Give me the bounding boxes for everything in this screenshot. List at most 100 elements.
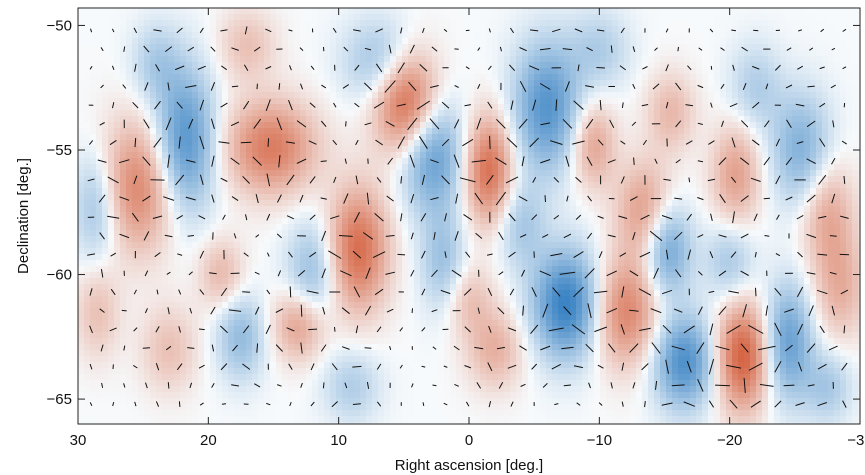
heatmap-cell <box>252 164 259 171</box>
heatmap-cell <box>462 38 469 45</box>
heatmap-cell <box>444 98 451 105</box>
heatmap-cell <box>618 134 625 141</box>
heatmap-cell <box>84 206 91 213</box>
heatmap-cell <box>804 206 811 213</box>
heatmap-cell <box>456 32 463 39</box>
heatmap-cell <box>276 8 283 15</box>
heatmap-cell <box>234 56 241 63</box>
heatmap-cell <box>198 116 205 123</box>
heatmap-cell <box>654 80 661 87</box>
heatmap-cell <box>666 200 673 207</box>
heatmap-cell <box>288 14 295 21</box>
heatmap-cell <box>474 212 481 219</box>
heatmap-cell <box>78 128 85 135</box>
heatmap-cell <box>588 158 595 165</box>
heatmap-cell <box>132 86 139 93</box>
heatmap-cell <box>822 200 829 207</box>
heatmap-cell <box>666 194 673 201</box>
heatmap-cell <box>624 212 631 219</box>
heatmap-cell <box>84 44 91 51</box>
heatmap-cell <box>228 200 235 207</box>
heatmap-cell <box>846 158 853 165</box>
heatmap-cell <box>78 158 85 165</box>
heatmap-cell <box>582 8 589 15</box>
heatmap-cell <box>744 20 751 27</box>
heatmap-cell <box>822 104 829 111</box>
heatmap-cell <box>762 110 769 117</box>
heatmap-cell <box>300 104 307 111</box>
heatmap-cell <box>414 122 421 129</box>
heatmap-cell <box>420 182 427 189</box>
heatmap-cell <box>414 134 421 141</box>
heatmap-cell <box>528 62 535 69</box>
heatmap-cell <box>624 104 631 111</box>
heatmap-cell <box>348 224 355 231</box>
heatmap-cell <box>804 14 811 21</box>
heatmap-cell <box>414 104 421 111</box>
heatmap-cell <box>834 152 841 159</box>
heatmap-cell <box>570 176 577 183</box>
heatmap-cell <box>660 176 667 183</box>
heatmap-cell <box>390 170 397 177</box>
heatmap-cell <box>150 122 157 129</box>
heatmap-cell <box>750 14 757 21</box>
heatmap-cell <box>738 170 745 177</box>
heatmap-cell <box>474 38 481 45</box>
heatmap-cell <box>444 56 451 63</box>
heatmap-cell <box>510 200 517 207</box>
heatmap-cell <box>462 104 469 111</box>
heatmap-cell <box>756 218 763 225</box>
heatmap-cell <box>840 32 847 39</box>
heatmap-cell <box>756 20 763 27</box>
heatmap-cell <box>492 164 499 171</box>
heatmap-cell <box>816 134 823 141</box>
heatmap-cell <box>858 206 860 213</box>
heatmap-cell <box>180 56 187 63</box>
heatmap-cell <box>750 152 757 159</box>
heatmap-cell <box>234 176 241 183</box>
heatmap-cell <box>198 212 205 219</box>
heatmap-cell <box>654 188 661 195</box>
heatmap-cell <box>492 176 499 183</box>
heatmap-cell <box>738 182 745 189</box>
heatmap-cell <box>636 74 643 81</box>
heatmap-cell <box>330 176 337 183</box>
heatmap-cell <box>798 224 805 231</box>
heatmap-cell <box>858 50 860 57</box>
heatmap-cell <box>558 134 565 141</box>
heatmap-cell <box>810 116 817 123</box>
heatmap-cell <box>702 8 709 15</box>
heatmap-cell <box>606 98 613 105</box>
heatmap-cell <box>360 158 367 165</box>
heatmap-cell <box>396 32 403 39</box>
heatmap-cell <box>666 92 673 99</box>
heatmap-cell <box>684 122 691 129</box>
heatmap-cell <box>810 176 817 183</box>
heatmap-cell <box>468 194 475 201</box>
heatmap-cell <box>114 224 121 231</box>
heatmap-cell <box>270 188 277 195</box>
heatmap-cell <box>756 14 763 21</box>
heatmap-cell <box>438 98 445 105</box>
heatmap-cell <box>114 56 121 63</box>
heatmap-cell <box>780 62 787 69</box>
heatmap-cell <box>468 122 475 129</box>
heatmap-cell <box>216 134 223 141</box>
heatmap-cell <box>792 128 799 135</box>
heatmap-cell <box>336 146 343 153</box>
heatmap-cell <box>648 68 655 75</box>
heatmap-cell <box>726 104 733 111</box>
heatmap-cell <box>168 158 175 165</box>
heatmap-cell <box>732 212 739 219</box>
heatmap-cell <box>84 122 91 129</box>
heatmap-cell <box>342 176 349 183</box>
heatmap-cell <box>390 56 397 63</box>
heatmap-cell <box>180 38 187 45</box>
heatmap-cell <box>642 86 649 93</box>
heatmap-cell <box>282 56 289 63</box>
heatmap-cell <box>780 8 787 15</box>
heatmap-cell <box>534 182 541 189</box>
heatmap-cell <box>642 230 649 237</box>
heatmap-cell <box>660 218 667 225</box>
heatmap-cell <box>780 32 787 39</box>
